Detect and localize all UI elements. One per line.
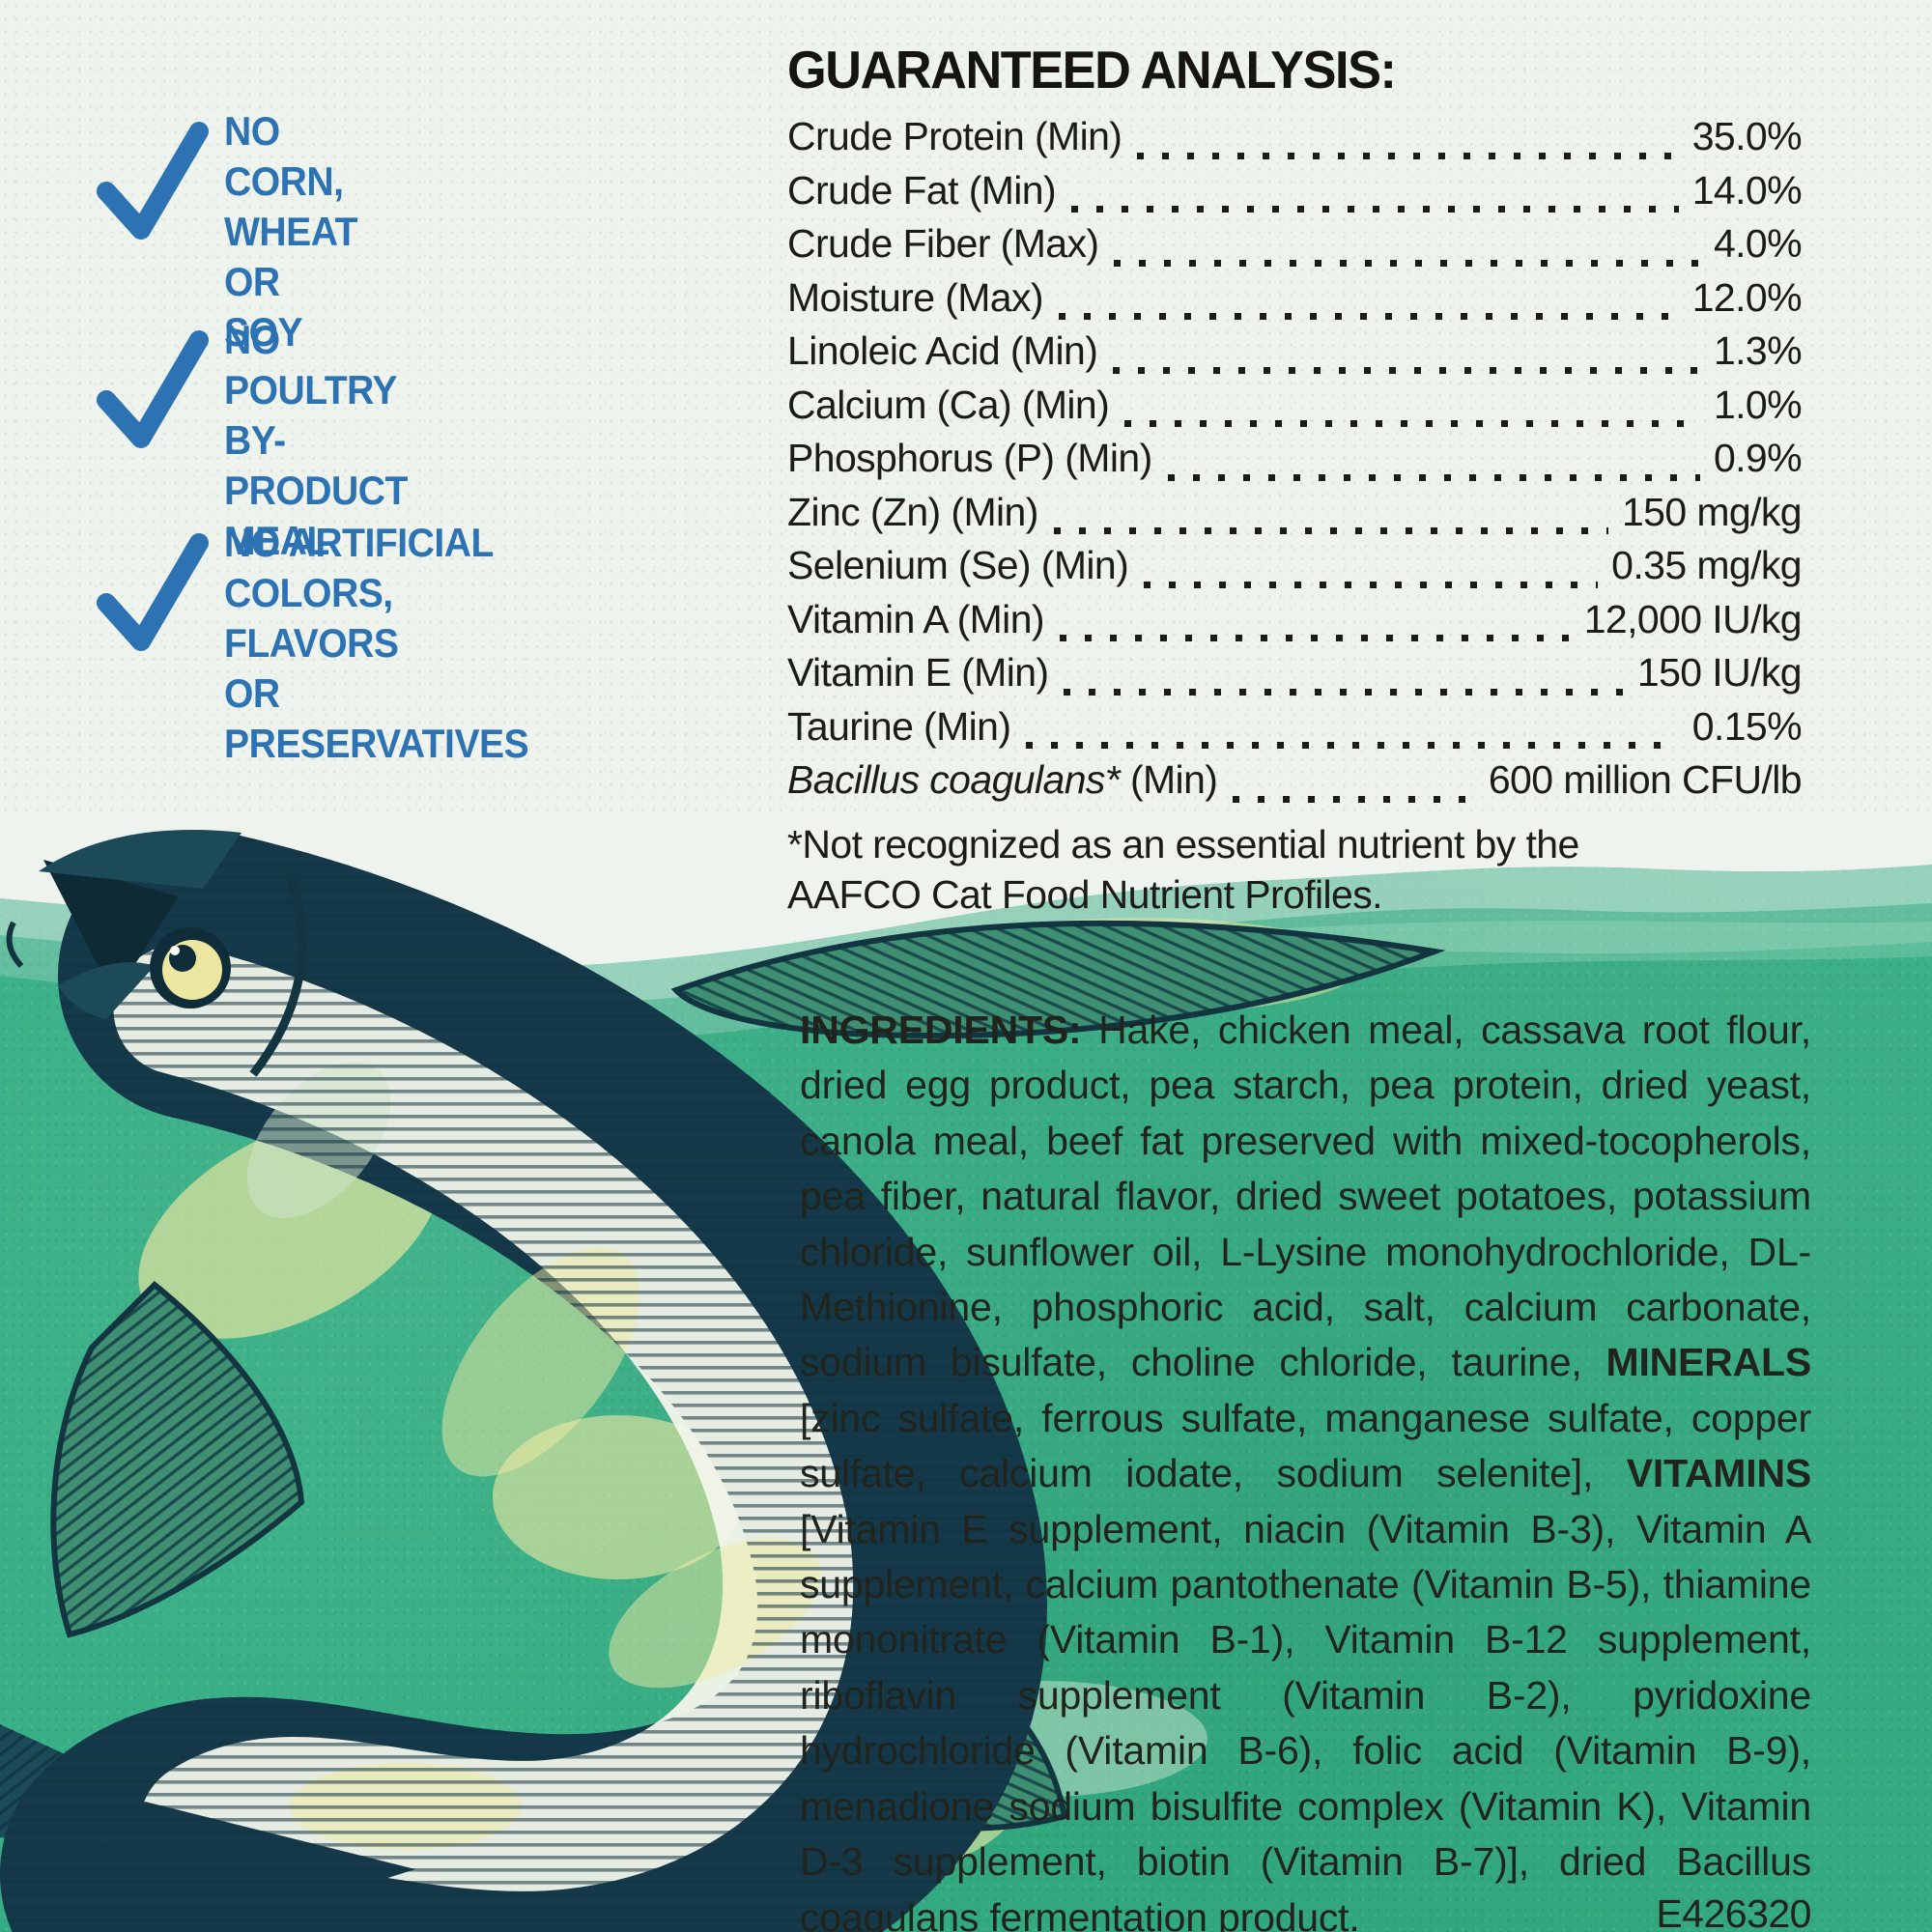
analysis-value: 12.0% bbox=[1691, 274, 1803, 320]
analysis-row: Vitamin A (Min) 12,000 IU/kg bbox=[787, 596, 1803, 651]
analysis-value: 35.0% bbox=[1691, 114, 1803, 158]
fish-head bbox=[6, 830, 307, 1077]
checkmark-icon bbox=[97, 330, 209, 448]
dot-leader bbox=[1233, 795, 1475, 803]
analysis-label: Vitamin E (Min) bbox=[787, 650, 1049, 695]
guaranteed-analysis-table: Crude Protein (Min) 35.0% Crude Fat (Min) 1… bbox=[787, 114, 1803, 811]
analysis-label: Zinc (Zn) (Min) bbox=[787, 489, 1038, 534]
ingredients-keyword: INGREDIENTS: bbox=[800, 1008, 1082, 1052]
fish-illustration bbox=[0, 830, 1446, 1932]
analysis-row: Selenium (Se) (Min) 0.35 mg/kg bbox=[787, 543, 1803, 597]
checkmark-icon bbox=[97, 330, 211, 566]
analysis-row: Linoleic Acid (Min) 1.3% bbox=[787, 328, 1803, 383]
analysis-row: Vitamin E (Min) 150 IU/kg bbox=[787, 650, 1803, 704]
analysis-value: 0.15% bbox=[1691, 703, 1803, 749]
ingredients-section: INGREDIENTS: Hake, chicken meal, cassava… bbox=[800, 1003, 1811, 1932]
dot-leader bbox=[1053, 527, 1608, 534]
claim-text: NO CORN, WHEAT OR SOY bbox=[224, 108, 357, 355]
analysis-label: Crude Fiber (Max) bbox=[787, 221, 1099, 266]
dot-leader bbox=[1059, 635, 1571, 641]
analysis-value: 150 IU/kg bbox=[1636, 650, 1803, 695]
guaranteed-analysis-section: GUARANTEED ANALYSIS: Crude Protein (Min)… bbox=[787, 39, 1803, 920]
checkmark-icon bbox=[97, 122, 209, 240]
ingredients-text: INGREDIENTS: Hake, chicken meal, cassava… bbox=[800, 1008, 1811, 1932]
analysis-value: 0.9% bbox=[1713, 436, 1803, 480]
ingredients-run: [zinc sulfate, ferrous sulfate, manganes… bbox=[800, 1395, 1811, 1496]
analysis-row: Taurine (Min) 0.15% bbox=[787, 703, 1803, 758]
checkmark-icon bbox=[97, 533, 209, 651]
analysis-row: Crude Fat (Min) 14.0% bbox=[787, 167, 1803, 222]
analysis-label: Selenium (Se) (Min) bbox=[787, 543, 1129, 587]
dot-leader bbox=[1064, 688, 1624, 696]
analysis-row: Crude Protein (Min) 35.0% bbox=[787, 114, 1803, 168]
analysis-label: Taurine (Min) bbox=[787, 703, 1011, 749]
claim-text: NO ARTIFICIAL COLORS, FLAVORS OR PRESERV… bbox=[224, 520, 529, 766]
dot-leader bbox=[1026, 742, 1679, 749]
analysis-label: Crude Protein (Min) bbox=[787, 114, 1122, 158]
dot-leader bbox=[1071, 206, 1679, 213]
guaranteed-analysis-title: GUARANTEED ANALYSIS: bbox=[787, 40, 1397, 99]
analysis-value: 1.3% bbox=[1713, 328, 1803, 373]
aafco-footnote: *Not recognized as an essential nutrient… bbox=[787, 821, 1579, 917]
analysis-row: Bacillus coagulans* (Min) 600 million CFU… bbox=[787, 757, 1803, 811]
claim-badge: NO ARTIFICIAL COLORS, FLAVORS OR PRESERV… bbox=[97, 518, 552, 769]
claim-text: NO POULTRY BY-PRODUCT MEAL bbox=[224, 317, 408, 563]
claim-badge: NO CORN, WHEAT OR SOY bbox=[97, 106, 367, 357]
analysis-value: 4.0% bbox=[1713, 221, 1803, 266]
analysis-row: Crude Fiber (Max) 4.0% bbox=[787, 221, 1803, 275]
analysis-row: Zinc (Zn) (Min) 150 mg/kg bbox=[787, 489, 1803, 544]
ingredients-keyword: MINERALS bbox=[1605, 1340, 1811, 1385]
analysis-label: Calcium (Ca) (Min) bbox=[787, 382, 1110, 427]
analysis-value: 14.0% bbox=[1691, 167, 1803, 213]
analysis-value: 600 million CFU/lb bbox=[1488, 757, 1803, 802]
analysis-label: Phosphorus (P) (Min) bbox=[787, 436, 1152, 480]
ingredients-keyword: VITAMINS bbox=[1626, 1451, 1811, 1496]
analysis-value: 1.0% bbox=[1713, 382, 1803, 427]
ingredients-run: [Vitamin E supplement, niacin (Vitamin B… bbox=[800, 1506, 1811, 1932]
analysis-row: Calcium (Ca) (Min) 1.0% bbox=[787, 382, 1803, 437]
analysis-value: 150 mg/kg bbox=[1621, 489, 1803, 534]
dot-leader bbox=[1137, 152, 1679, 159]
analysis-label: Bacillus coagulans* (Min) bbox=[787, 757, 1218, 802]
checkmark-icon bbox=[97, 122, 211, 357]
analysis-value: 12,000 IU/kg bbox=[1583, 596, 1803, 641]
product-code: E426320 bbox=[1656, 1890, 1811, 1932]
checkmark-icon bbox=[97, 533, 211, 769]
dot-leader bbox=[1058, 313, 1679, 320]
dot-leader bbox=[1124, 420, 1700, 427]
green-water-background bbox=[0, 821, 1932, 1932]
analysis-label: Moisture (Max) bbox=[787, 274, 1044, 320]
dot-leader bbox=[1114, 259, 1700, 267]
ingredients-run: Hake, chicken meal, cassava root flour, … bbox=[800, 1008, 1811, 1385]
analysis-label: Vitamin A (Min) bbox=[787, 596, 1045, 641]
analysis-value: 0.35 mg/kg bbox=[1611, 543, 1802, 587]
analysis-row: Moisture (Max) 12.0% bbox=[787, 274, 1803, 329]
analysis-row: Phosphorus (P) (Min) 0.9% bbox=[787, 436, 1803, 490]
analysis-label: Crude Fat (Min) bbox=[787, 167, 1057, 213]
dot-leader bbox=[1113, 366, 1700, 374]
analysis-label: Linoleic Acid (Min) bbox=[787, 328, 1098, 373]
dot-leader bbox=[1167, 473, 1700, 481]
dot-leader bbox=[1144, 581, 1599, 588]
claim-badge: NO POULTRY BY-PRODUCT MEAL bbox=[97, 315, 421, 566]
